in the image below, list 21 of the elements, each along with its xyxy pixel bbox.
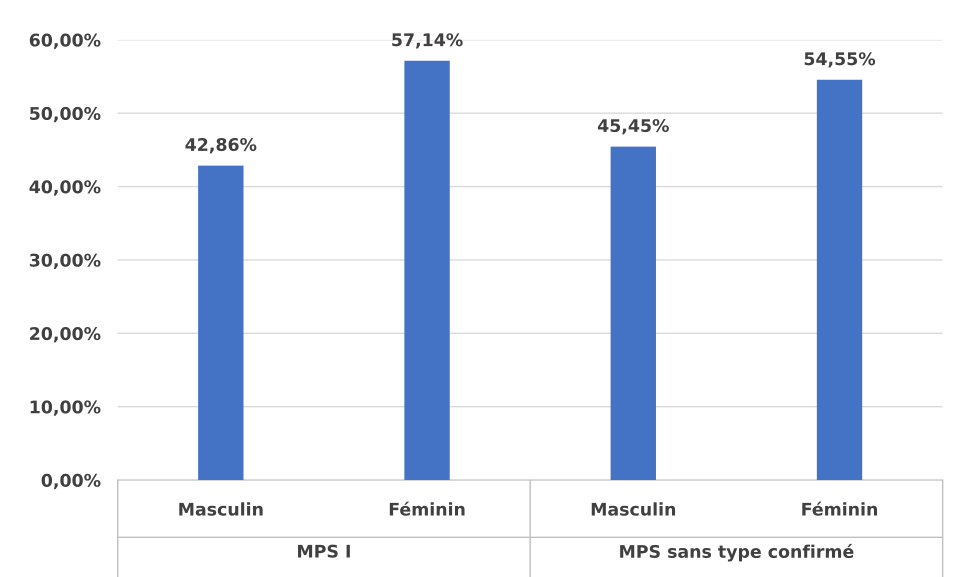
bar xyxy=(198,166,244,480)
x-tick-label: Féminin xyxy=(390,502,465,516)
data-label: 42,86% xyxy=(185,138,256,154)
y-tick-label: 50,00% xyxy=(30,106,100,122)
y-tick-label: 30,00% xyxy=(30,254,100,269)
y-tick-label: 40,00% xyxy=(30,180,100,196)
data-label: 45,45% xyxy=(598,118,669,134)
bar xyxy=(404,60,450,480)
y-tick-label: 10,00% xyxy=(30,400,100,416)
x-tick-label: Masculin xyxy=(592,502,676,516)
y-tick-label: 0,00% xyxy=(42,474,100,490)
bar xyxy=(816,80,862,480)
x-tick-label: Féminin xyxy=(802,502,877,516)
text: MPS I xyxy=(298,544,350,558)
x-tick-label: Masculin xyxy=(179,502,263,516)
bar xyxy=(610,146,656,480)
data-label: 57,14% xyxy=(392,33,463,49)
y-tick-label: 20,00% xyxy=(30,327,100,342)
y-tick-label: 60,00% xyxy=(30,34,100,49)
text: MPS sans type confirmé xyxy=(620,544,854,562)
data-label: 54,55% xyxy=(804,52,876,68)
